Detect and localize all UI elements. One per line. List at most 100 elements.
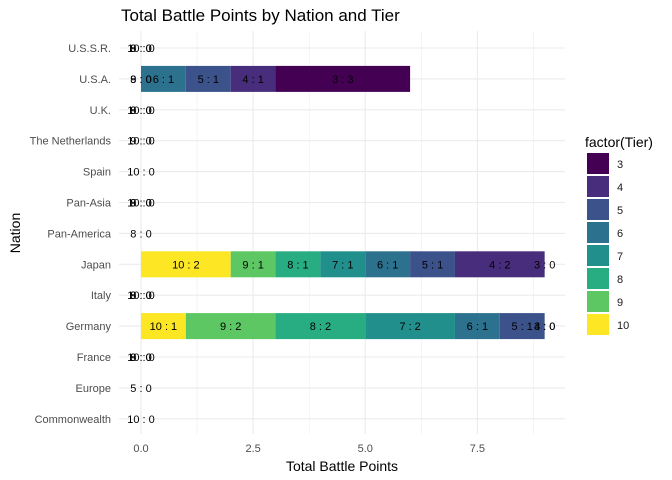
bar-label-u-s-s-r-tier-10: 10 : 0 <box>127 43 155 55</box>
bar-label-germany-tier-10: 10 : 1 <box>150 321 178 333</box>
bar-label-japan-tier-8: 8 : 1 <box>287 259 308 271</box>
y-tick-label-pan-asia: Pan-Asia <box>66 198 112 210</box>
bar-segment-japan-tier-9 <box>230 251 276 278</box>
bar-segment-germany-tier-8 <box>275 313 366 340</box>
bar-label-germany-tier-9: 9 : 2 <box>220 321 241 333</box>
legend-swatch-tier-8 <box>587 268 609 289</box>
bar-segment-japan-tier-4 <box>454 251 545 278</box>
bar-segment-germany-tier-6 <box>454 313 500 340</box>
bar-label-u-s-a-tier-5: 5 : 1 <box>198 74 219 86</box>
legend-label-tier-10: 10 <box>617 320 629 332</box>
bar-label-u-k-tier-10: 10 : 0 <box>127 105 155 117</box>
bar-label-italy-tier-8: 8 : 0 <box>130 290 151 302</box>
bars-layer <box>141 65 545 340</box>
bar-segment-japan-tier-5 <box>410 251 455 278</box>
bar-segment-u-s-a-tier-3 <box>275 65 411 92</box>
bar-label-u-s-a-tier-6: 6 : 1 <box>153 74 174 86</box>
legend-label-tier-7: 7 <box>617 251 623 263</box>
bar-label-spain-tier-10: 10 : 0 <box>127 167 155 179</box>
x-axis-ticks: 0.0 2.5 5.0 7.5 <box>133 443 485 455</box>
y-tick-label-the-netherlands: The Netherlands <box>30 136 112 148</box>
bar-label-u-s-a-tier-4: 4 : 1 <box>242 74 263 86</box>
legend-swatch-tier-10 <box>587 314 609 335</box>
y-tick-label-u-s-s-r: U.S.S.R. <box>68 43 111 55</box>
bar-label-u-s-a-tier-9: 9 : 0 <box>130 74 151 86</box>
bar-label-europe-tier-5: 5 : 0 <box>130 383 151 395</box>
legend-items: 3 4 5 6 7 8 9 10 <box>587 153 629 335</box>
y-tick-label-u-s-a: U.S.A. <box>79 74 111 86</box>
bar-label-japan-tier-3: 3 : 0 <box>534 259 555 271</box>
bar-label-u-s-a-tier-8: 8 : 0 <box>130 74 151 86</box>
legend-label-tier-4: 4 <box>617 182 623 194</box>
y-tick-label-u-k: U.K. <box>90 105 111 117</box>
bar-label-japan-tier-10: 10 : 2 <box>172 259 200 271</box>
bar-label-the-netherlands-tier-10: 10 : 0 <box>127 136 155 148</box>
y-tick-label-japan: Japan <box>81 259 111 271</box>
legend: factor(Tier) 3 4 5 6 7 8 9 10 <box>585 134 653 335</box>
y-axis-title: Nation <box>7 213 23 253</box>
y-tick-label-italy: Italy <box>91 290 112 302</box>
y-tick-label-germany: Germany <box>66 321 112 333</box>
bar-segment-u-s-a-tier-6 <box>141 65 186 92</box>
bar-label-u-k-tier-8: 8 : 0 <box>130 105 151 117</box>
bar-label-japan-tier-9: 9 : 1 <box>242 259 263 271</box>
bar-label-japan-tier-7: 7 : 1 <box>332 259 353 271</box>
bar-label-u-s-s-r-tier-8: 8 : 0 <box>130 43 151 55</box>
legend-swatch-tier-4 <box>587 176 609 197</box>
bar-label-germany-tier-5: 5 : 1 <box>512 321 533 333</box>
bar-label-italy-tier-10: 10 : 0 <box>127 290 155 302</box>
bar-label-u-k-tier-9: 9 : 0 <box>130 105 151 117</box>
y-tick-label-france: France <box>77 352 111 364</box>
legend-label-tier-8: 8 <box>617 274 623 286</box>
chart-title: Total Battle Points by Nation and Tier <box>121 6 400 25</box>
bar-segment-japan-tier-6 <box>365 251 411 278</box>
bar-label-pan-asia-tier-8: 8 : 0 <box>130 198 151 210</box>
x-tick-label: 0.0 <box>133 443 148 455</box>
legend-swatch-tier-7 <box>587 245 609 266</box>
y-tick-label-commonwealth: Commonwealth <box>35 414 111 426</box>
bar-label-france-tier-10: 10 : 0 <box>127 352 155 364</box>
bar-segment-japan-tier-7 <box>320 251 366 278</box>
bar-label-pan-asia-tier-10: 10 : 0 <box>127 198 155 210</box>
legend-swatch-tier-5 <box>587 199 609 220</box>
bar-segment-germany-tier-7 <box>365 313 455 340</box>
legend-label-tier-5: 5 <box>617 205 623 217</box>
bar-label-germany-tier-3: 3 : 0 <box>534 321 555 333</box>
bar-segment-japan-tier-10 <box>141 251 231 278</box>
bar-label-germany-tier-6: 6 : 1 <box>467 321 488 333</box>
y-tick-label-pan-america: Pan-America <box>47 228 111 240</box>
legend-swatch-tier-6 <box>587 222 609 243</box>
y-tick-label-europe: Europe <box>76 383 111 395</box>
bar-label-germany-tier-7: 7 : 2 <box>399 321 420 333</box>
bar-label-commonwealth-tier-10: 10 : 0 <box>127 414 155 426</box>
bar-label-france-tier-8: 8 : 0 <box>130 352 151 364</box>
bar-segment-u-s-a-tier-4 <box>230 65 276 92</box>
bar-label-u-s-s-r-tier-9: 9 : 0 <box>130 43 151 55</box>
bar-segment-germany-tier-10 <box>141 313 186 340</box>
legend-label-tier-3: 3 <box>617 159 623 171</box>
bar-label-germany-tier-8: 8 : 2 <box>310 321 331 333</box>
bar-label-the-netherlands-tier-9: 9 : 0 <box>130 136 151 148</box>
x-axis-title: Total Battle Points <box>286 458 398 474</box>
bar-label-pan-asia-tier-9: 9 : 0 <box>130 198 151 210</box>
bar-label-japan-tier-5: 5 : 1 <box>422 259 443 271</box>
bar-segment-japan-tier-8 <box>275 251 321 278</box>
legend-title: factor(Tier) <box>585 134 653 150</box>
x-tick-label: 5.0 <box>358 443 373 455</box>
legend-label-tier-9: 9 <box>617 297 623 309</box>
bar-segment-germany-tier-9 <box>185 313 276 340</box>
bar-label-pan-america-tier-8: 8 : 0 <box>130 228 151 240</box>
bar-label-japan-tier-4: 4 : 2 <box>489 259 510 271</box>
bar-label-japan-tier-6: 6 : 1 <box>377 259 398 271</box>
bar-segment-u-s-a-tier-5 <box>185 65 231 92</box>
bar-segment-germany-tier-5 <box>499 313 545 340</box>
bar-label-germany-tier-4: 4 : 0 <box>534 321 555 333</box>
x-tick-label: 7.5 <box>470 443 485 455</box>
legend-swatch-tier-3 <box>587 153 609 174</box>
bar-label-u-s-a-tier-3: 3 : 3 <box>332 74 353 86</box>
y-tick-label-spain: Spain <box>83 167 111 179</box>
legend-swatch-tier-9 <box>587 291 609 312</box>
